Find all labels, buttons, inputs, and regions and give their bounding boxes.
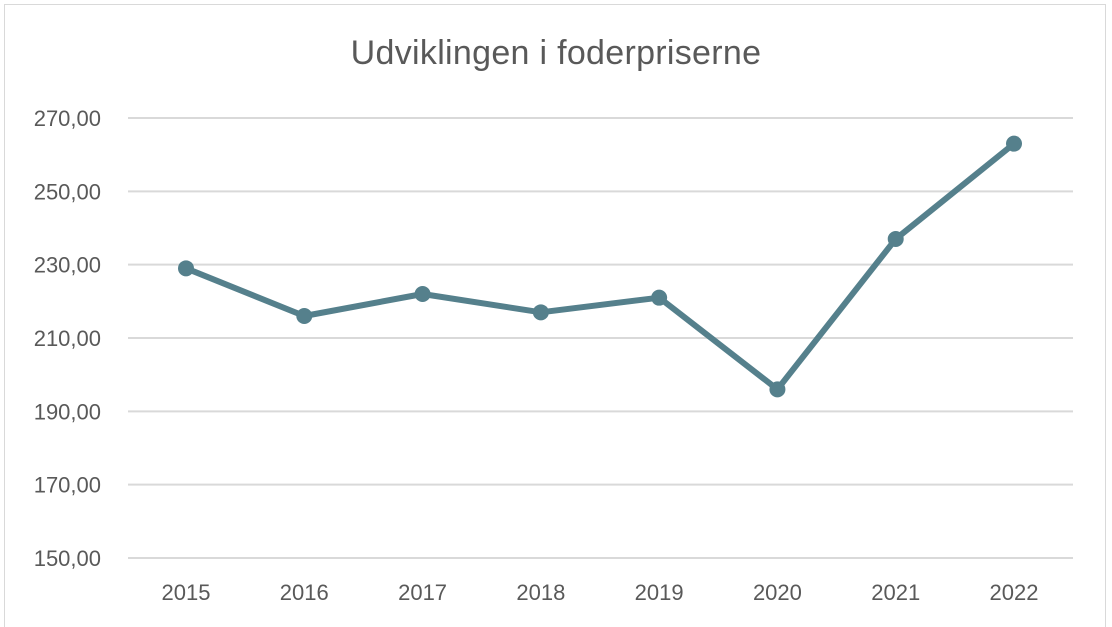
x-tick-label: 2021: [871, 580, 920, 605]
y-tick-label: 210,00: [34, 326, 101, 351]
x-tick-label: 2016: [280, 580, 329, 605]
data-point: [178, 260, 194, 277]
x-axis-tick-labels: 2015 2016 2017 2018 2019 2020 2021 2022: [162, 580, 1039, 605]
x-tick-label: 2015: [162, 580, 211, 605]
data-point: [296, 308, 313, 324]
y-tick-label: 150,00: [34, 546, 101, 571]
series-layer: [178, 135, 1022, 398]
x-tick-label: 2018: [516, 580, 565, 605]
data-point: [651, 289, 668, 306]
data-point: [887, 231, 904, 247]
x-tick-label: 2019: [635, 580, 684, 605]
y-tick-label: 170,00: [34, 473, 101, 498]
x-tick-label: 2022: [990, 580, 1039, 605]
y-axis-tick-labels: 150,00 170,00 190,00 210,00 230,00 250,00 270,…: [34, 106, 101, 571]
chart-title: Udviklingen i foderpriserne: [350, 34, 762, 72]
data-point: [532, 304, 549, 321]
y-tick-label: 190,00: [34, 399, 101, 424]
y-tick-label: 250,00: [34, 179, 101, 204]
chart-frame: [4, 4, 1106, 627]
data-point: [414, 286, 431, 302]
y-tick-label: 230,00: [34, 253, 101, 278]
y-tick-label: 270,00: [34, 106, 101, 131]
data-point: [769, 381, 786, 398]
data-point: [1006, 135, 1022, 152]
x-tick-label: 2017: [398, 580, 447, 605]
x-tick-label: 2020: [753, 580, 802, 605]
gridlines: [128, 117, 1073, 559]
series-line: [183, 140, 1017, 393]
